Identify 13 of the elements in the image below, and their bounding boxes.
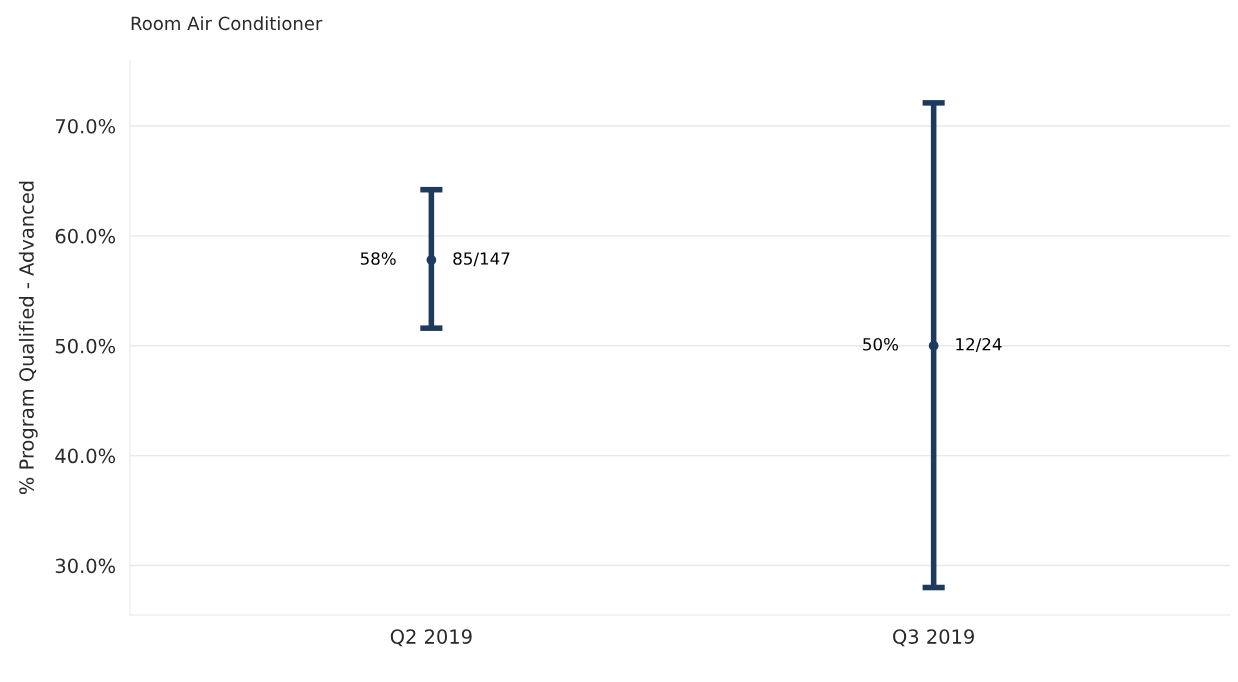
x-tick-label: Q2 2019 — [390, 629, 472, 647]
y-tick-label: 40.0% — [55, 448, 116, 464]
chart-title: Room Air Conditioner — [131, 16, 323, 31]
y-axis-title: % Program Qualified - Advanced — [18, 181, 38, 495]
y-tick-label: 60.0% — [55, 228, 116, 244]
annotation: 85/147 — [453, 252, 510, 267]
x-tick-label: Q3 2019 — [893, 629, 974, 647]
data-label: 58% — [360, 252, 396, 265]
y-tick-label: 70.0% — [55, 118, 116, 134]
data-label: 50% — [863, 337, 899, 351]
y-tick-label: 30.0% — [55, 558, 116, 574]
y-tick-label: 50.0% — [55, 338, 116, 354]
annotation: 12/24 — [956, 337, 1002, 352]
